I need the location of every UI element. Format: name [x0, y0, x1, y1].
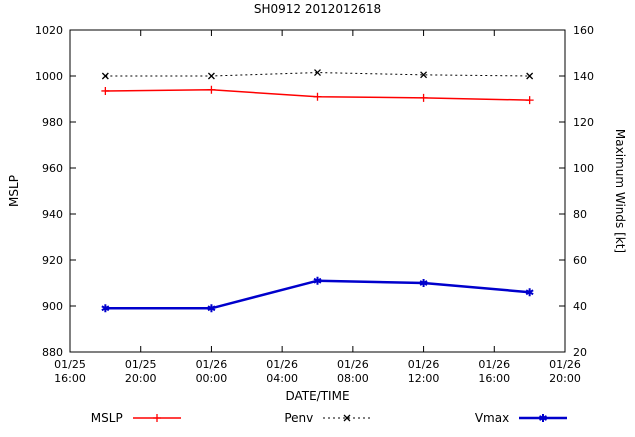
x-tick-label-time: 16:00: [478, 372, 510, 385]
x-axis-label: DATE/TIME: [285, 389, 350, 403]
x-tick-label-time: 20:00: [125, 372, 157, 385]
x-tick-label-time: 20:00: [549, 372, 581, 385]
x-tick-label-date: 01/26: [337, 358, 369, 371]
x-tick-label-time: 04:00: [266, 372, 298, 385]
y-tick-label-right: 20: [573, 346, 587, 359]
legend-sample-penv: [323, 414, 372, 422]
legend-label-penv: Penv: [284, 411, 314, 425]
legend-label-vmax: Vmax: [474, 411, 510, 425]
y-tick-label-right: 80: [573, 208, 587, 221]
x-tick-label-time: 12:00: [408, 372, 440, 385]
marker-penv: [101, 72, 109, 80]
marker-mslp: [419, 93, 428, 102]
marker-penv: [526, 72, 534, 80]
x-tick-label-date: 01/26: [408, 358, 440, 371]
chart-title: SH0912 2012012618: [253, 2, 382, 16]
y-tick-label-left: 980: [42, 116, 63, 129]
marker-mslp: [525, 96, 534, 105]
x-tick-label-date: 01/25: [125, 358, 157, 371]
y-tick-label-right: 40: [573, 300, 587, 313]
marker-vmax: [525, 288, 534, 297]
marker-vmax: [419, 279, 428, 287]
x-tick-label-date: 01/26: [478, 358, 510, 371]
x-tick-label-date: 01/26: [549, 358, 581, 371]
marker-penv: [314, 69, 321, 77]
legend-sample-vmax: [519, 414, 568, 422]
legend-sample-mslp: [132, 414, 181, 422]
series-line-penv: [105, 72, 530, 77]
x-tick-label-time: 16:00: [54, 372, 86, 385]
legend-label-mslp: MSLP: [90, 411, 123, 425]
x-tick-label-date: 01/26: [266, 358, 298, 371]
y-tick-label-right: 100: [573, 162, 594, 175]
x-tick-label-time: 00:00: [196, 372, 228, 385]
x-tick-label-date: 01/25: [54, 358, 86, 371]
legend: MSLP Penv Vmax: [40, 411, 620, 425]
legend-item-vmax: Vmax: [475, 411, 569, 425]
x-tick-label-time: 08:00: [337, 372, 369, 385]
legend-marker-mslp: [152, 414, 161, 422]
y-tick-label-left: 960: [42, 162, 63, 175]
legend-marker-vmax: [539, 414, 548, 422]
marker-vmax: [207, 304, 216, 313]
y-tick-label-left: 940: [42, 208, 63, 221]
y-tick-label-left: 900: [42, 300, 63, 313]
marker-vmax: [313, 276, 322, 285]
legend-item-mslp: MSLP: [91, 411, 183, 425]
legend-item-penv: Penv: [284, 411, 373, 425]
plot-border: [69, 29, 566, 353]
marker-penv: [207, 72, 215, 80]
y-tick-label-right: 120: [573, 116, 594, 129]
x-tick-label-date: 01/26: [196, 358, 228, 371]
y-tick-label-left: 880: [42, 346, 63, 359]
marker-vmax: [101, 304, 110, 313]
y-tick-label-left: 1020: [35, 24, 63, 37]
y-tick-label-left: 920: [42, 254, 63, 267]
y-tick-label-right: 160: [573, 24, 594, 37]
marker-penv: [420, 71, 428, 79]
series-line-vmax: [105, 279, 530, 310]
marker-mslp: [313, 92, 322, 101]
y-tick-label-right: 140: [573, 70, 594, 83]
marker-mslp: [101, 86, 110, 95]
marker-mslp: [207, 85, 216, 94]
y-tick-label-right: 60: [573, 254, 587, 267]
y-tick-label-left: 1000: [35, 70, 63, 83]
legend-marker-penv: [343, 414, 351, 422]
